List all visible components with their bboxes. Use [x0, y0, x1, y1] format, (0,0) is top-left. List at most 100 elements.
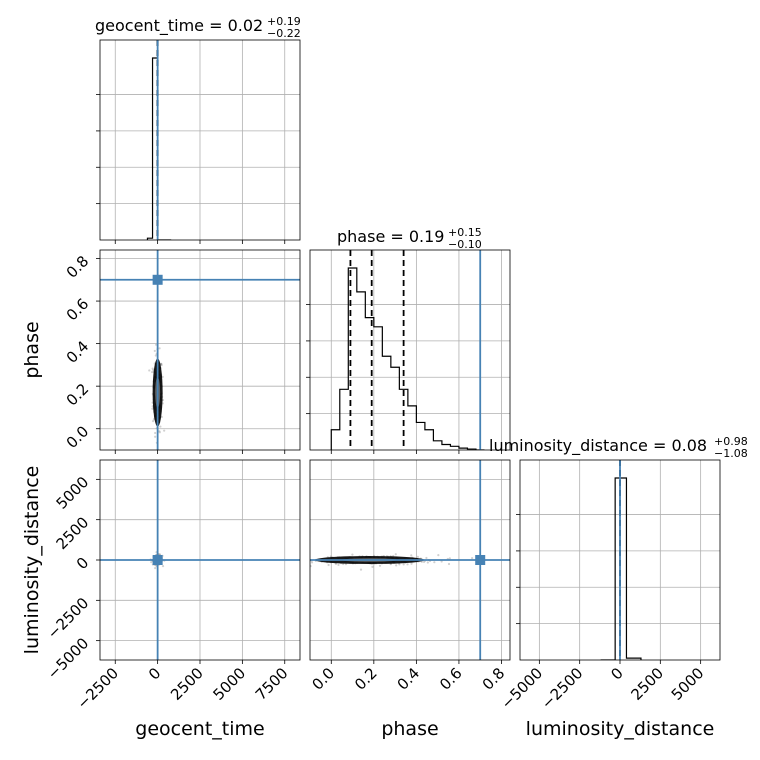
sample-point [154, 435, 157, 438]
sample-point [151, 370, 154, 374]
sample-point [163, 429, 166, 432]
xlabel-luminosity-distance: luminosity_distance [526, 718, 715, 740]
panel-luminosity-distance-hist: −5000−2500 0 2500 5000 [498, 459, 721, 713]
sample-point [151, 367, 154, 370]
sample-point [148, 369, 151, 372]
sample-point [310, 564, 312, 568]
y-tick-label: 0.0 [63, 422, 93, 452]
title-phase-lower: −0.10 [448, 238, 482, 251]
sample-point [398, 563, 401, 566]
sample-point [426, 561, 429, 564]
x-tick-label: 2500 [167, 664, 207, 704]
sample-point [154, 567, 157, 570]
sample-point [158, 430, 161, 433]
sample-point [150, 561, 153, 564]
panel-frame [519, 459, 721, 661]
sample-point [359, 568, 363, 571]
xlabel-phase: phase [381, 718, 438, 740]
sample-point [378, 564, 382, 567]
sample-point [158, 347, 161, 350]
sample-point [151, 420, 155, 423]
panel-phase-hist [306, 249, 511, 454]
ylabel-luminosity-distance: luminosity_distance [21, 466, 43, 655]
sample-point [151, 407, 154, 410]
sample-point [160, 362, 163, 365]
sample-point [152, 418, 155, 421]
x-tick-label: 5000 [668, 664, 708, 704]
y-tick-label: 0 [73, 554, 92, 573]
sample-point [371, 565, 374, 568]
ylabel-phase: phase [21, 321, 43, 378]
sample-point [155, 343, 158, 346]
histogram-luminosity-distance [600, 477, 642, 660]
sample-point [160, 415, 163, 419]
title-geocent-time: geocent_time = 0.02 [95, 16, 263, 36]
x-tick-label: 0.8 [479, 664, 509, 694]
panel-frame [99, 39, 301, 241]
y-tick-label: −2500 [44, 594, 93, 643]
truth-marker [152, 555, 163, 565]
panel-phase-vs-luminosity-distance: 0.0 0.2 0.4 0.6 0.8 [292, 459, 511, 694]
sample-point [410, 554, 413, 557]
sample-point [154, 431, 157, 435]
title-phase: phase = 0.19 [337, 227, 444, 246]
title-luminosity-distance-upper: +0.98 [714, 435, 748, 448]
histogram-phase [330, 267, 485, 450]
y-tick-label: 0.6 [63, 295, 93, 325]
x-tick-label: 0.4 [394, 664, 424, 694]
title-phase-upper: +0.15 [448, 226, 482, 239]
sample-point [402, 563, 405, 566]
x-tick-label: −5000 [498, 664, 547, 713]
x-tick-label: 0.6 [436, 664, 466, 694]
sample-point [160, 363, 163, 366]
panel-geocent-time-vs-phase: 0.0 0.2 0.4 0.6 0.8 [63, 249, 301, 454]
x-tick-label: 0.0 [309, 664, 339, 694]
title-luminosity-distance-lower: −1.08 [714, 447, 748, 460]
sample-point [425, 556, 428, 560]
sample-point [416, 555, 419, 558]
x-tick-label: −2500 [538, 664, 587, 713]
y-tick-label: 2500 [53, 513, 93, 553]
sample-point [471, 556, 474, 560]
x-tick-label: 5000 [209, 664, 249, 704]
sample-point [351, 553, 354, 556]
sample-point [160, 364, 163, 367]
sample-point [159, 425, 162, 428]
panel-frame [309, 459, 511, 661]
sample-point [337, 563, 340, 567]
sample-point [440, 560, 443, 563]
histogram-geocent-time [146, 57, 172, 240]
title-geocent-time-lower: −0.22 [267, 27, 301, 40]
sample-point [394, 553, 397, 556]
truth-marker [475, 555, 486, 565]
y-tick-label: 0.8 [63, 252, 93, 282]
x-tick-label: 0.2 [351, 664, 381, 694]
grid-lines [100, 40, 300, 240]
sample-point [448, 557, 451, 560]
xlabel-geocent-time: geocent_time [135, 718, 264, 740]
x-tick-label: −2500 [73, 664, 122, 713]
sample-point [437, 554, 440, 557]
panel-frame [309, 249, 511, 451]
sample-point [433, 561, 436, 564]
sample-point [406, 563, 409, 566]
sample-point [153, 349, 156, 353]
grid-lines [100, 250, 300, 450]
x-tick-label: 7500 [252, 664, 292, 704]
y-tick-label: −5000 [44, 634, 93, 683]
title-luminosity-distance: luminosity_distance = 0.08 [489, 436, 707, 456]
sample-point [292, 556, 294, 558]
sample-point [154, 354, 157, 357]
sample-point [395, 564, 398, 567]
sample-point [158, 431, 161, 434]
sample-point [160, 363, 163, 366]
sample-point [334, 562, 338, 565]
panel-frame [99, 249, 301, 451]
y-tick-label: 0.4 [63, 337, 93, 367]
x-tick-label: 0 [607, 664, 626, 683]
title-geocent-time-upper: +0.19 [267, 15, 301, 28]
sample-point [160, 362, 163, 366]
